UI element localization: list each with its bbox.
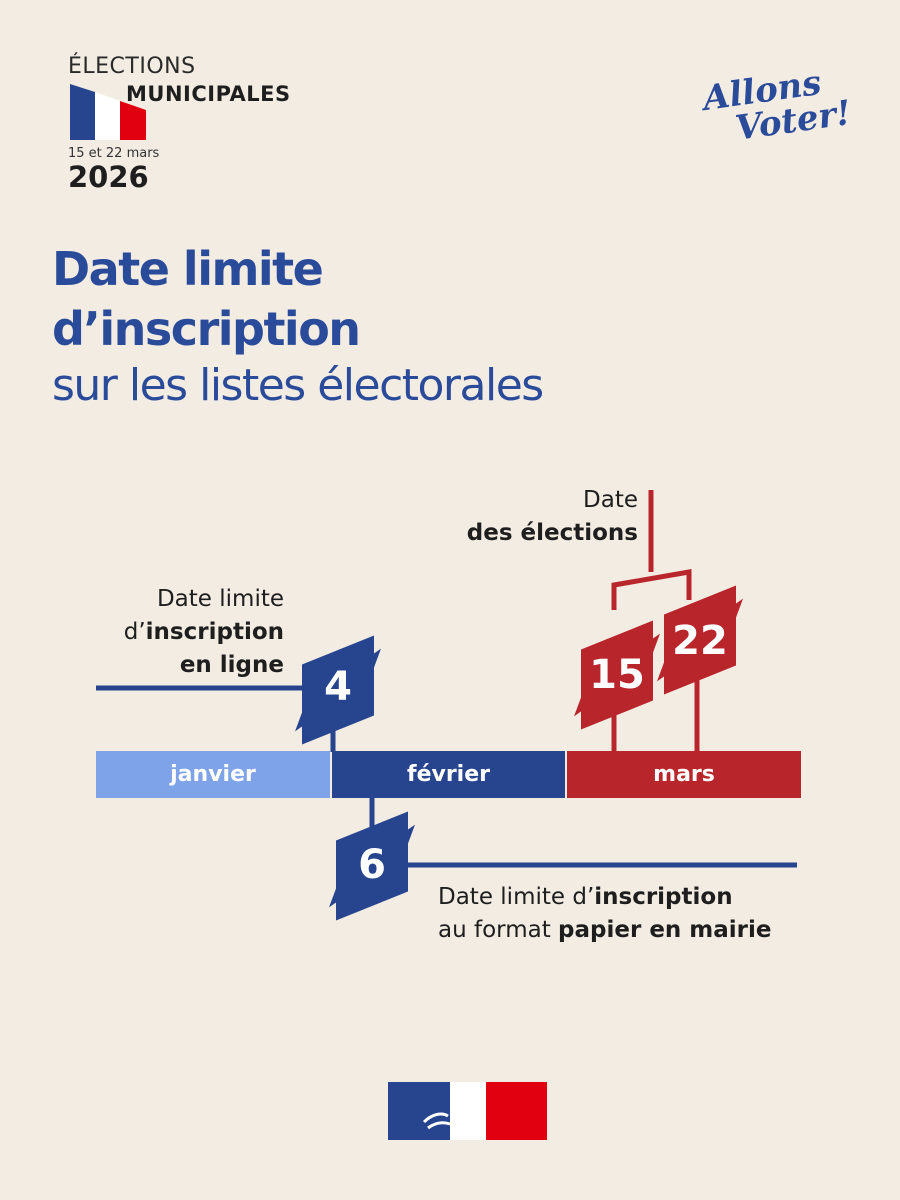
badge-6: 6 [358,842,386,888]
label-paper-deadline: Date limite d’inscription au format papi… [438,881,772,947]
header-elections: ÉLECTIONS [68,54,196,79]
label-paper-l1b: inscription [594,884,733,910]
title-line1: Date limite [52,242,324,296]
label-paper-l1: Date limite d’inscription [438,881,772,914]
badge-shape-15 [574,620,660,730]
label-paper-l1a: Date limite d’ [438,884,595,910]
header-municipales: MUNICIPALES [126,82,291,106]
label-online-l1: Date limite [156,586,284,612]
label-elections-l2: des élections [466,520,638,546]
label-online-l2b: inscription [145,619,284,645]
header-year: 2026 [68,160,149,194]
title-line2: d’inscription [52,302,361,356]
marianne-logo [388,1082,547,1140]
label-elections-l1: Date [583,487,638,513]
label-elections: Date des élections [430,484,638,550]
badge-shape-22 [657,585,743,695]
badge-shape-6 [329,811,415,921]
label-online-l2a: d’ [123,619,146,645]
badge-shape-4 [295,635,381,745]
label-online-l3: en ligne [179,652,284,678]
label-paper-l2a: au format [438,917,559,943]
month-mars: mars [567,751,801,798]
header-dates: 15 et 22 mars [68,146,160,161]
badge-4: 4 [324,664,352,710]
month-janvier: janvier [96,751,330,798]
title-line3: sur les listes électorales [52,360,544,411]
month-fevrier: février [332,751,565,798]
label-paper-l2b: papier en mairie [558,917,772,943]
elections-flag [70,84,146,140]
label-online-deadline: Date limite d’inscription en ligne [96,583,284,682]
label-paper-l2: au format papier en mairie [438,914,772,947]
badge-15: 15 [589,652,645,698]
elections-bracket-h [611,569,692,610]
badge-22: 22 [672,618,728,664]
label-online-l2: d’inscription [96,616,284,649]
